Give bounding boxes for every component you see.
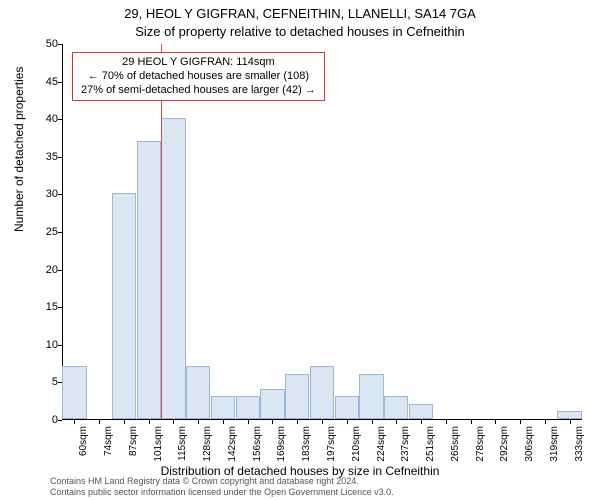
y-tick-label: 35 <box>28 151 58 163</box>
histogram-bar <box>285 374 309 419</box>
y-tick-mark <box>58 82 62 83</box>
y-axis-label: Number of detached properties <box>12 67 26 232</box>
x-tick-label: 197sqm <box>326 426 337 462</box>
y-tick-label: 20 <box>28 264 58 276</box>
x-tick-label: 169sqm <box>276 426 287 462</box>
y-tick-label: 45 <box>28 76 58 88</box>
histogram-bar <box>161 118 185 419</box>
x-tick-mark <box>99 420 100 424</box>
title-subtitle: Size of property relative to detached ho… <box>0 24 600 39</box>
y-tick-label: 30 <box>28 188 58 200</box>
annotation-line-1: 29 HEOL Y GIGFRAN: 114sqm <box>81 56 316 70</box>
x-tick-mark <box>471 420 472 424</box>
x-tick-mark <box>297 420 298 424</box>
x-tick-mark <box>446 420 447 424</box>
y-tick-mark <box>58 270 62 271</box>
x-tick-label: 60sqm <box>78 426 89 456</box>
y-tick-mark <box>58 420 62 421</box>
y-tick-mark <box>58 44 62 45</box>
x-tick-label: 128sqm <box>202 426 213 462</box>
x-tick-label: 115sqm <box>177 426 188 461</box>
annotation-box: 29 HEOL Y GIGFRAN: 114sqm ← 70% of detac… <box>72 52 325 101</box>
y-tick-label: 25 <box>28 226 58 238</box>
footer: Contains HM Land Registry data © Crown c… <box>50 476 394 498</box>
histogram-bar <box>236 396 260 419</box>
x-tick-mark <box>74 420 75 424</box>
x-tick-label: 74sqm <box>103 426 114 456</box>
y-tick-mark <box>58 307 62 308</box>
histogram-bar <box>384 396 408 419</box>
x-tick-label: 306sqm <box>524 426 535 462</box>
histogram-bar <box>211 396 235 419</box>
x-tick-mark <box>248 420 249 424</box>
y-tick-mark <box>58 119 62 120</box>
x-tick-mark <box>124 420 125 424</box>
x-tick-mark <box>173 420 174 424</box>
root: 29, HEOL Y GIGFRAN, CEFNEITHIN, LLANELLI… <box>0 0 600 500</box>
y-tick-label: 15 <box>28 301 58 313</box>
x-tick-label: 237sqm <box>400 426 411 462</box>
x-tick-mark <box>223 420 224 424</box>
x-tick-label: 333sqm <box>574 426 585 462</box>
x-tick-label: 87sqm <box>128 426 139 456</box>
y-tick-mark <box>58 157 62 158</box>
x-tick-mark <box>372 420 373 424</box>
y-tick-mark <box>58 345 62 346</box>
x-tick-mark <box>545 420 546 424</box>
y-tick-mark <box>58 194 62 195</box>
x-tick-label: 101sqm <box>153 426 164 462</box>
x-tick-label: 292sqm <box>499 426 510 462</box>
x-tick-label: 319sqm <box>549 426 560 462</box>
histogram-bar <box>335 396 359 419</box>
x-tick-label: 265sqm <box>450 426 461 462</box>
x-tick-mark <box>149 420 150 424</box>
histogram-bar <box>137 141 161 419</box>
x-tick-label: 142sqm <box>227 426 238 462</box>
y-tick-label: 40 <box>28 113 58 125</box>
x-tick-label: 224sqm <box>376 426 387 462</box>
y-tick-label: 10 <box>28 339 58 351</box>
y-tick-mark <box>58 232 62 233</box>
footer-line-1: Contains HM Land Registry data © Crown c… <box>50 476 394 487</box>
footer-line-2: Contains public sector information licen… <box>50 487 394 498</box>
y-tick-label: 50 <box>28 38 58 50</box>
x-tick-mark <box>421 420 422 424</box>
histogram-bar <box>112 193 136 419</box>
histogram-bar <box>359 374 383 419</box>
x-tick-label: 251sqm <box>425 426 436 462</box>
x-tick-mark <box>520 420 521 424</box>
x-tick-mark <box>347 420 348 424</box>
x-tick-mark <box>396 420 397 424</box>
y-tick-label: 5 <box>28 376 58 388</box>
y-tick-label: 0 <box>28 414 58 426</box>
x-tick-mark <box>495 420 496 424</box>
histogram-bar <box>310 366 334 419</box>
x-tick-label: 210sqm <box>351 426 362 462</box>
histogram-bar <box>557 411 581 419</box>
x-tick-mark <box>570 420 571 424</box>
x-tick-label: 278sqm <box>475 426 486 462</box>
annotation-line-2: ← 70% of detached houses are smaller (10… <box>81 70 316 84</box>
x-tick-mark <box>198 420 199 424</box>
chart-area: 0510152025303540455060sqm74sqm87sqm101sq… <box>62 44 582 420</box>
histogram-bar <box>409 404 433 419</box>
histogram-bar <box>260 389 284 419</box>
annotation-line-3: 27% of semi-detached houses are larger (… <box>81 84 316 98</box>
x-tick-mark <box>272 420 273 424</box>
title-address: 29, HEOL Y GIGFRAN, CEFNEITHIN, LLANELLI… <box>0 6 600 21</box>
histogram-bar <box>62 366 86 419</box>
histogram-bar <box>186 366 210 419</box>
x-tick-label: 183sqm <box>301 426 312 462</box>
x-tick-mark <box>322 420 323 424</box>
x-tick-label: 156sqm <box>252 426 263 462</box>
